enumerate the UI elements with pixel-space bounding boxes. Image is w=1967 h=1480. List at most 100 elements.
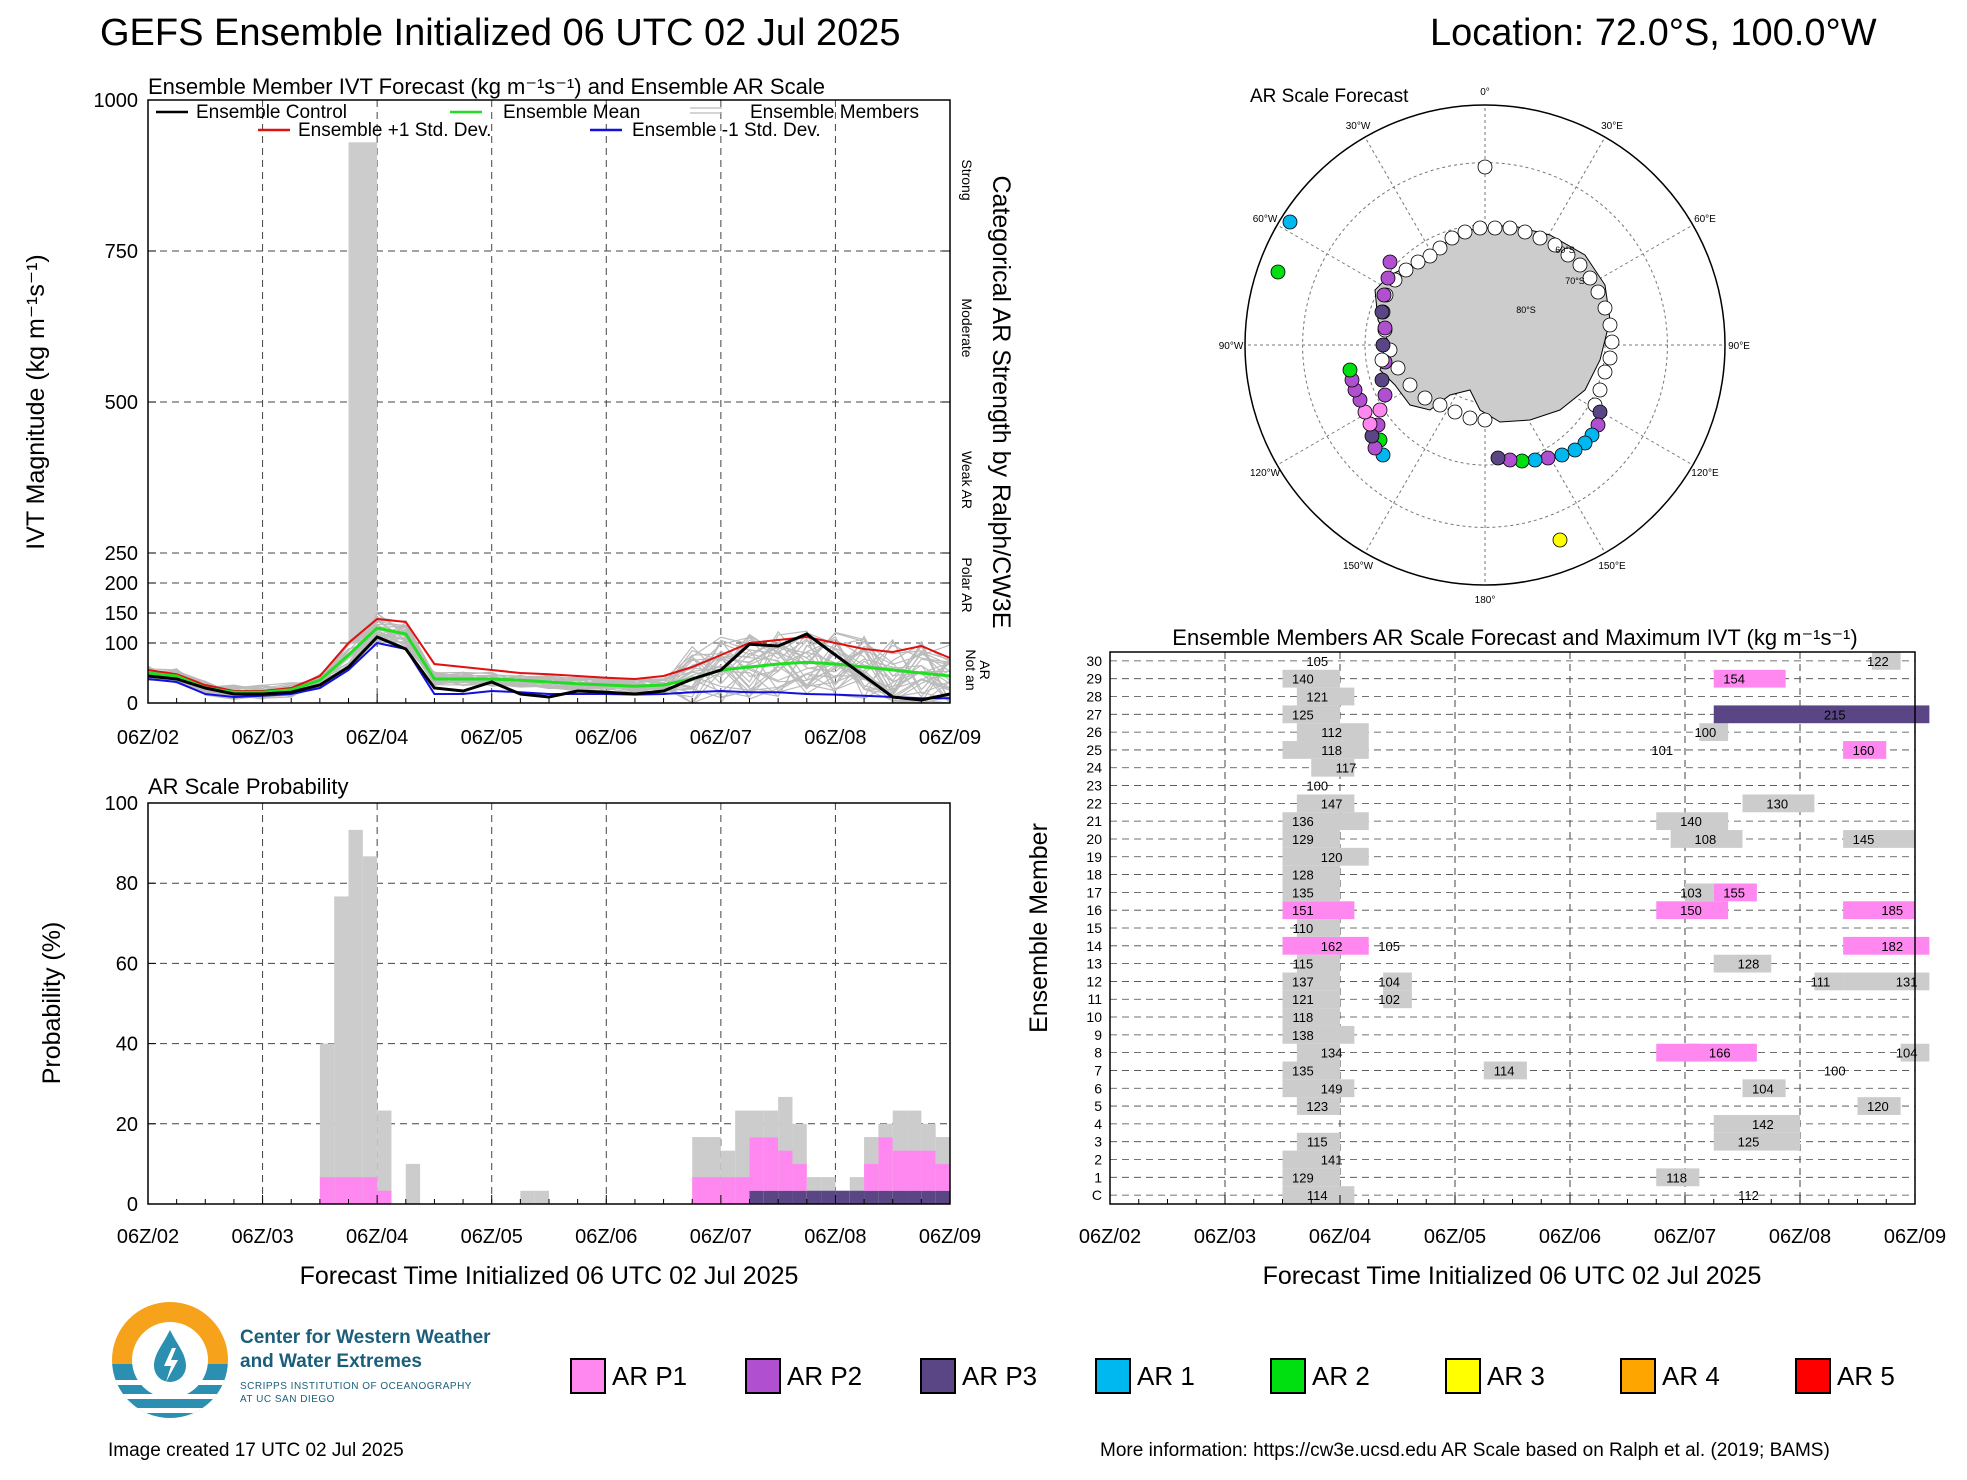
legend-item-ar-p2: AR P2 [745, 1358, 920, 1394]
members-ar-cell [1296, 723, 1369, 742]
map-longitude-label: 150°W [1343, 561, 1374, 572]
map-ar-point [1374, 352, 1390, 368]
map-longitude-label: 180° [1475, 595, 1496, 606]
members-ar-cell [1742, 794, 1815, 813]
members-row-label: 26 [1086, 724, 1102, 740]
map-ar-point [1372, 402, 1388, 418]
members-row-label: 4 [1094, 1116, 1102, 1132]
members-ar-cell [1282, 936, 1369, 955]
members-max-ivt-label: 105 [1378, 939, 1400, 954]
ivt-category-label: Polar AR [959, 557, 975, 612]
members-max-ivt-label: 154 [1723, 672, 1745, 687]
legend-swatch [1620, 1358, 1656, 1394]
prob-bar-ar-p3 [935, 1190, 950, 1204]
members-row-label: 10 [1086, 1009, 1102, 1025]
members-ar-cell [1282, 847, 1369, 866]
ivt-category-label: AR [977, 660, 993, 679]
members-ar-cell [1699, 723, 1729, 742]
ivt-y-tick-label: 750 [105, 241, 138, 263]
members-row-label: 22 [1086, 795, 1102, 811]
members-ar-cell [1296, 1097, 1340, 1115]
legend-item-ar-4: AR 4 [1620, 1358, 1795, 1394]
members-max-ivt-label: 130 [1766, 796, 1788, 811]
prob-bar-ar-p1 [348, 1177, 363, 1204]
map-ar-point [1410, 254, 1426, 270]
map-ar-point [1540, 450, 1556, 466]
prob-bar-ar-p3 [907, 1190, 922, 1204]
prob-x-tick-label: 06Z/03 [231, 1226, 293, 1248]
members-ar-cell [1282, 1008, 1340, 1026]
prob-y-tick-label: 80 [116, 873, 138, 895]
map-ar-point [1270, 264, 1286, 280]
prob-bar-ar-p3 [835, 1190, 850, 1204]
prob-bar-ar-p3 [864, 1190, 879, 1204]
ivt-y-tick-label: 500 [105, 392, 138, 414]
members-max-ivt-label: 166 [1709, 1046, 1731, 1061]
members-max-ivt-label: 136 [1292, 814, 1314, 829]
members-row-label: 11 [1087, 991, 1102, 1007]
prob-bar-ar-p3 [821, 1190, 836, 1204]
members-ar-cell [1282, 901, 1355, 920]
members-max-ivt-label: 150 [1680, 903, 1702, 918]
members-max-ivt-label: 162 [1321, 939, 1343, 954]
ivt-category-label: Strong [959, 159, 975, 200]
members-row-label: 12 [1086, 973, 1102, 989]
members-row-label: 21 [1086, 813, 1102, 829]
map-ar-point [1402, 377, 1418, 393]
members-row-label: 15 [1086, 920, 1102, 936]
map-ar-point [1502, 220, 1518, 236]
map-ar-point [1517, 224, 1533, 240]
members-row-label: 23 [1086, 778, 1102, 794]
members-row-label: 30 [1086, 653, 1102, 669]
members-ar-cell [1843, 830, 1915, 848]
members-ar-cell [1871, 652, 1901, 670]
members-max-ivt-label: 104 [1378, 974, 1400, 989]
members-ar-cell [1814, 972, 1844, 991]
ivt-legend-mean: Ensemble Mean [503, 102, 640, 123]
members-ar-cell [1282, 1150, 1340, 1169]
prob-y-axis-label: Probability (%) [38, 922, 66, 1085]
prob-bar-ar-p1 [778, 1150, 793, 1191]
members-max-ivt-label: 100 [1695, 725, 1717, 740]
legend-label: AR 2 [1312, 1360, 1370, 1391]
prob-bar-ar-p3 [749, 1190, 764, 1204]
members-x-tick-label: 06Z/07 [1654, 1226, 1716, 1248]
prob-bar-ar-p1 [892, 1150, 908, 1191]
members-row-label: 16 [1086, 902, 1102, 918]
prob-x-tick-label: 06Z/05 [461, 1226, 523, 1248]
ivt-x-tick-label: 06Z/03 [231, 727, 293, 749]
members-max-ivt-label: 131 [1896, 974, 1918, 989]
ivt-right-axis-label: Categorical AR Strength by Ralph/CW3E [987, 176, 1015, 629]
ivt-x-tick-label: 06Z/07 [690, 727, 752, 749]
ivt-y-tick-label: 1000 [94, 90, 139, 112]
map-ar-point [1532, 230, 1548, 246]
members-max-ivt-label: 123 [1306, 1099, 1328, 1114]
prob-bar-ar-p1 [692, 1177, 707, 1204]
prob-bar-ar-p3 [806, 1190, 822, 1204]
logo-drop-icon [112, 1302, 228, 1418]
map-meridian [1364, 344, 1486, 554]
prob-x-tick-label: 06Z/07 [690, 1226, 752, 1248]
map-ar-point [1377, 387, 1393, 403]
map-ar-point [1422, 248, 1438, 264]
map-ar-point [1382, 254, 1398, 270]
ivt-x-tick-label: 06Z/06 [575, 727, 637, 749]
map-ar-point [1457, 224, 1473, 240]
members-max-ivt-label: 104 [1752, 1081, 1774, 1096]
prob-x-tick-label: 06Z/08 [804, 1226, 866, 1248]
map-ar-point [1560, 247, 1576, 263]
prob-chart-title: AR Scale Probability [148, 774, 349, 799]
members-ar-cell [1296, 954, 1340, 973]
members-ar-cell [1383, 990, 1412, 1009]
legend-swatch [1445, 1358, 1481, 1394]
prob-bar-total [534, 1190, 549, 1204]
members-max-ivt-label: 103 [1680, 885, 1702, 900]
prob-bar-ar-p3 [892, 1190, 908, 1204]
members-row-label: 13 [1086, 956, 1102, 972]
map-ar-point [1592, 382, 1608, 398]
cw3e-logo [110, 1300, 230, 1420]
ivt-legend-plus-std: Ensemble +1 Std. Dev. [298, 120, 491, 141]
members-ar-cell [1713, 954, 1772, 973]
map-title: AR Scale Forecast [1250, 86, 1409, 107]
map-latitude-label: 80°S [1516, 305, 1536, 315]
